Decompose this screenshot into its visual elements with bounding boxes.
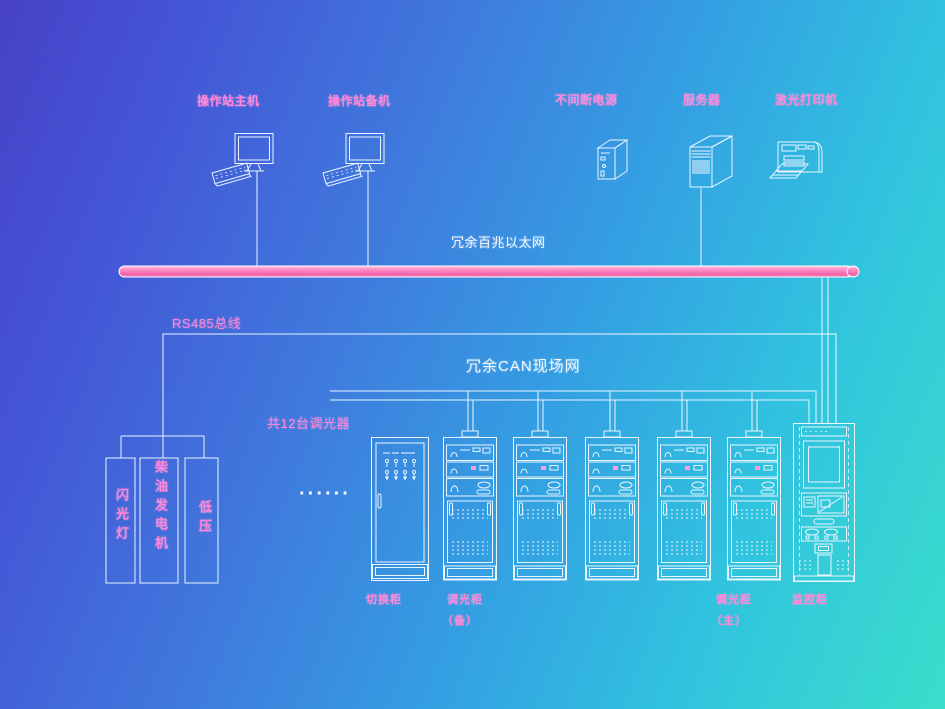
workstation-backup-icon bbox=[322, 133, 385, 187]
dimmer-cabinet-icon bbox=[585, 430, 639, 581]
field-device-boxes bbox=[105, 457, 219, 584]
ethernet-bus-end-cap bbox=[846, 265, 860, 278]
diesel-generator-box bbox=[139, 457, 179, 584]
can-drop-lines bbox=[467, 391, 758, 431]
dimmer-cabinet-icon bbox=[513, 430, 567, 581]
switch-cabinet-icon bbox=[371, 437, 429, 581]
rs485-bus-lines bbox=[120, 333, 837, 458]
flash-light-box bbox=[105, 457, 136, 584]
dimmer-cabinet-icon bbox=[657, 430, 711, 581]
ethernet-drop-lines bbox=[256, 171, 829, 423]
printer-icon bbox=[768, 141, 823, 179]
ups-icon bbox=[596, 139, 629, 180]
dimmer-cabinet-backup-icon bbox=[443, 430, 497, 581]
server-icon bbox=[689, 135, 733, 188]
dimmer-cabinet-main-icon bbox=[727, 430, 781, 581]
can-bus-lines bbox=[330, 390, 817, 423]
workstation-main-icon bbox=[211, 133, 274, 187]
low-voltage-box bbox=[184, 457, 219, 584]
ethernet-bus bbox=[118, 265, 860, 278]
monitor-cabinet-icon bbox=[793, 423, 855, 582]
